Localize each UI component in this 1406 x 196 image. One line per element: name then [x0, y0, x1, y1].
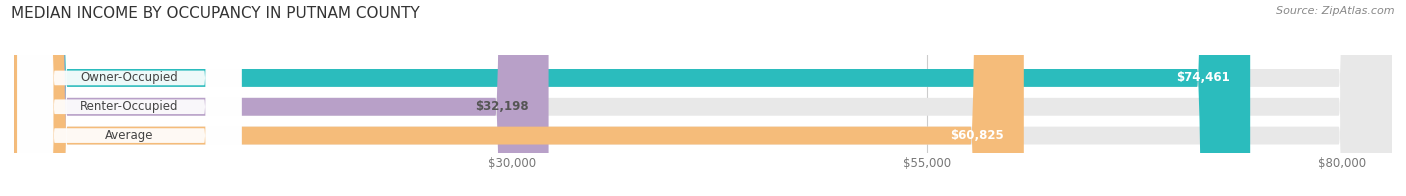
FancyBboxPatch shape	[17, 0, 242, 196]
Text: $32,198: $32,198	[475, 100, 529, 113]
FancyBboxPatch shape	[14, 0, 1392, 196]
Text: Renter-Occupied: Renter-Occupied	[80, 100, 179, 113]
FancyBboxPatch shape	[14, 0, 1024, 196]
Text: $60,825: $60,825	[950, 129, 1004, 142]
FancyBboxPatch shape	[14, 0, 548, 196]
FancyBboxPatch shape	[14, 0, 1392, 196]
Text: Source: ZipAtlas.com: Source: ZipAtlas.com	[1277, 6, 1395, 16]
FancyBboxPatch shape	[17, 0, 242, 196]
Text: MEDIAN INCOME BY OCCUPANCY IN PUTNAM COUNTY: MEDIAN INCOME BY OCCUPANCY IN PUTNAM COU…	[11, 6, 420, 21]
FancyBboxPatch shape	[14, 0, 1250, 196]
Text: Owner-Occupied: Owner-Occupied	[80, 71, 179, 84]
Text: $74,461: $74,461	[1177, 71, 1230, 84]
FancyBboxPatch shape	[14, 0, 1392, 196]
FancyBboxPatch shape	[17, 0, 242, 196]
Text: Average: Average	[105, 129, 153, 142]
